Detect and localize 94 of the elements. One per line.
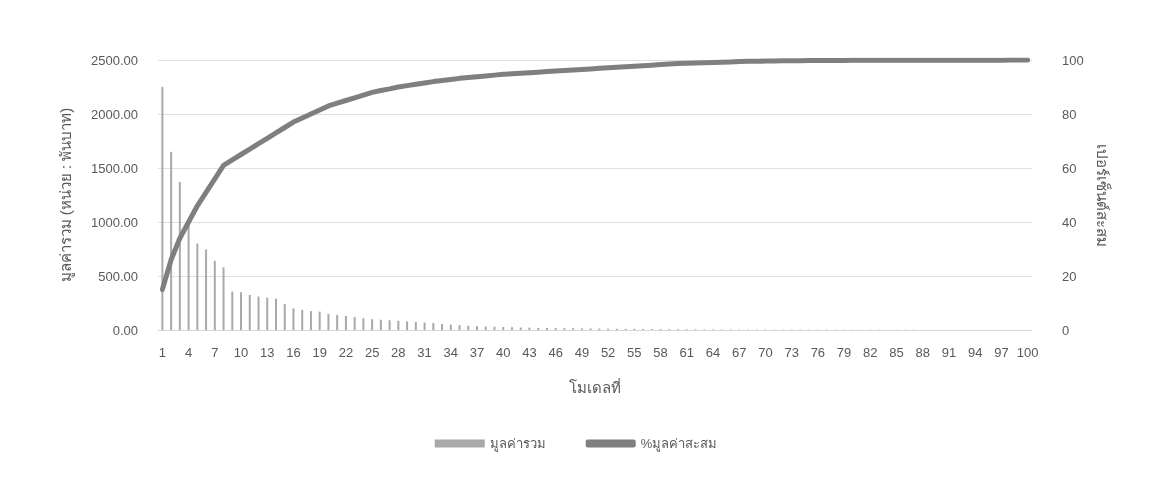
bar bbox=[274, 298, 277, 330]
bar bbox=[537, 327, 540, 330]
bar bbox=[502, 326, 505, 330]
bar bbox=[449, 324, 452, 330]
x-tick-label: 88 bbox=[915, 345, 930, 360]
x-tick-label: 34 bbox=[443, 345, 459, 360]
x-tick-label: 67 bbox=[731, 345, 747, 360]
bar bbox=[510, 327, 513, 330]
legend-label: %มูลค่าสะสม bbox=[640, 436, 718, 452]
x-tick-label: 58 bbox=[653, 345, 668, 360]
bar bbox=[309, 311, 312, 330]
y2-tick-label: 0 bbox=[1062, 322, 1070, 338]
bar bbox=[344, 315, 347, 330]
bar bbox=[336, 314, 339, 330]
bar bbox=[283, 304, 286, 330]
bar bbox=[545, 327, 548, 330]
bar bbox=[231, 291, 234, 330]
bar bbox=[266, 297, 269, 330]
y-tick-label: 1000.00 bbox=[91, 214, 138, 230]
x-tick-label: 19 bbox=[312, 345, 327, 360]
bar bbox=[222, 267, 225, 330]
bar bbox=[301, 310, 304, 330]
x-tick-label: 37 bbox=[469, 345, 485, 360]
y-tick-label: 500.00 bbox=[98, 268, 138, 284]
bar bbox=[371, 319, 374, 330]
x-tick-label: 94 bbox=[967, 345, 983, 360]
bar bbox=[432, 322, 435, 330]
bar bbox=[441, 324, 444, 330]
bar bbox=[205, 249, 208, 330]
bar bbox=[388, 320, 391, 330]
y2-tick-label: 100 bbox=[1062, 52, 1084, 68]
y2-tick-label: 60 bbox=[1062, 160, 1077, 176]
y2-tick-label: 20 bbox=[1062, 268, 1077, 284]
x-tick-label: 31 bbox=[417, 345, 432, 360]
bar bbox=[178, 182, 181, 330]
bar bbox=[406, 321, 409, 330]
bar bbox=[458, 325, 461, 330]
x-tick-label: 49 bbox=[574, 345, 590, 360]
x-tick-label: 10 bbox=[233, 345, 249, 360]
bar bbox=[493, 326, 496, 330]
x-tick-label: 64 bbox=[705, 345, 721, 360]
x-tick-label: 25 bbox=[364, 345, 380, 360]
bar bbox=[423, 322, 426, 330]
x-tick-label: 55 bbox=[627, 345, 642, 360]
x-tick-label: 7 bbox=[211, 345, 219, 360]
bar bbox=[476, 326, 479, 330]
y-tick-label: 1500.00 bbox=[91, 160, 138, 176]
bar bbox=[484, 326, 487, 330]
bar bbox=[327, 313, 330, 330]
x-tick-label: 1 bbox=[158, 345, 166, 360]
y-tick-label: 2500.00 bbox=[91, 52, 138, 68]
bar bbox=[248, 294, 251, 330]
bar bbox=[170, 151, 173, 330]
bar bbox=[362, 318, 365, 330]
x-tick-label: 82 bbox=[863, 345, 878, 360]
bar bbox=[318, 311, 321, 330]
x-tick-label: 91 bbox=[941, 345, 957, 360]
x-tick-label: 43 bbox=[522, 345, 537, 360]
x-tick-label: 46 bbox=[548, 345, 563, 360]
x-tick-label: 97 bbox=[994, 345, 1009, 360]
bar bbox=[213, 260, 216, 330]
x-tick-label: 79 bbox=[836, 345, 852, 360]
x-tick-label: 28 bbox=[391, 345, 406, 360]
x-tick-label: 61 bbox=[679, 345, 694, 360]
y2-tick-label: 80 bbox=[1062, 106, 1077, 122]
y2-axis-title: เปอร์เซ็นต์สะสม bbox=[1093, 143, 1112, 247]
x-tick-label: 52 bbox=[600, 345, 616, 360]
y-tick-label: 0.00 bbox=[112, 322, 138, 338]
x-tick-label: 85 bbox=[889, 345, 904, 360]
bar bbox=[292, 308, 295, 330]
legend-label: มูลค่ารวม bbox=[489, 436, 546, 452]
x-tick-label: 100 bbox=[1016, 345, 1039, 360]
x-tick-label: 22 bbox=[338, 345, 354, 360]
y-tick-label: 2000.00 bbox=[91, 106, 138, 122]
bar bbox=[196, 243, 199, 330]
y2-tick-label: 40 bbox=[1062, 214, 1077, 230]
bar bbox=[519, 327, 522, 330]
bar bbox=[187, 223, 190, 330]
bar bbox=[397, 320, 400, 330]
x-axis-title: โมเดลที่ bbox=[569, 377, 621, 396]
x-tick-label: 13 bbox=[260, 345, 275, 360]
bar bbox=[240, 292, 243, 330]
y-axis-title: มูลค่ารวม (หน่วย : พันบาท) bbox=[57, 107, 75, 283]
x-tick-label: 4 bbox=[184, 345, 193, 360]
bar bbox=[379, 319, 382, 330]
x-tick-label: 16 bbox=[286, 345, 301, 360]
x-tick-label: 40 bbox=[496, 345, 511, 360]
x-tick-label: 73 bbox=[784, 345, 799, 360]
bar bbox=[257, 296, 260, 330]
x-tick-label: 76 bbox=[810, 345, 826, 360]
bar bbox=[414, 321, 417, 330]
bar bbox=[161, 87, 164, 330]
bar bbox=[353, 317, 356, 330]
x-tick-label: 70 bbox=[758, 345, 773, 360]
